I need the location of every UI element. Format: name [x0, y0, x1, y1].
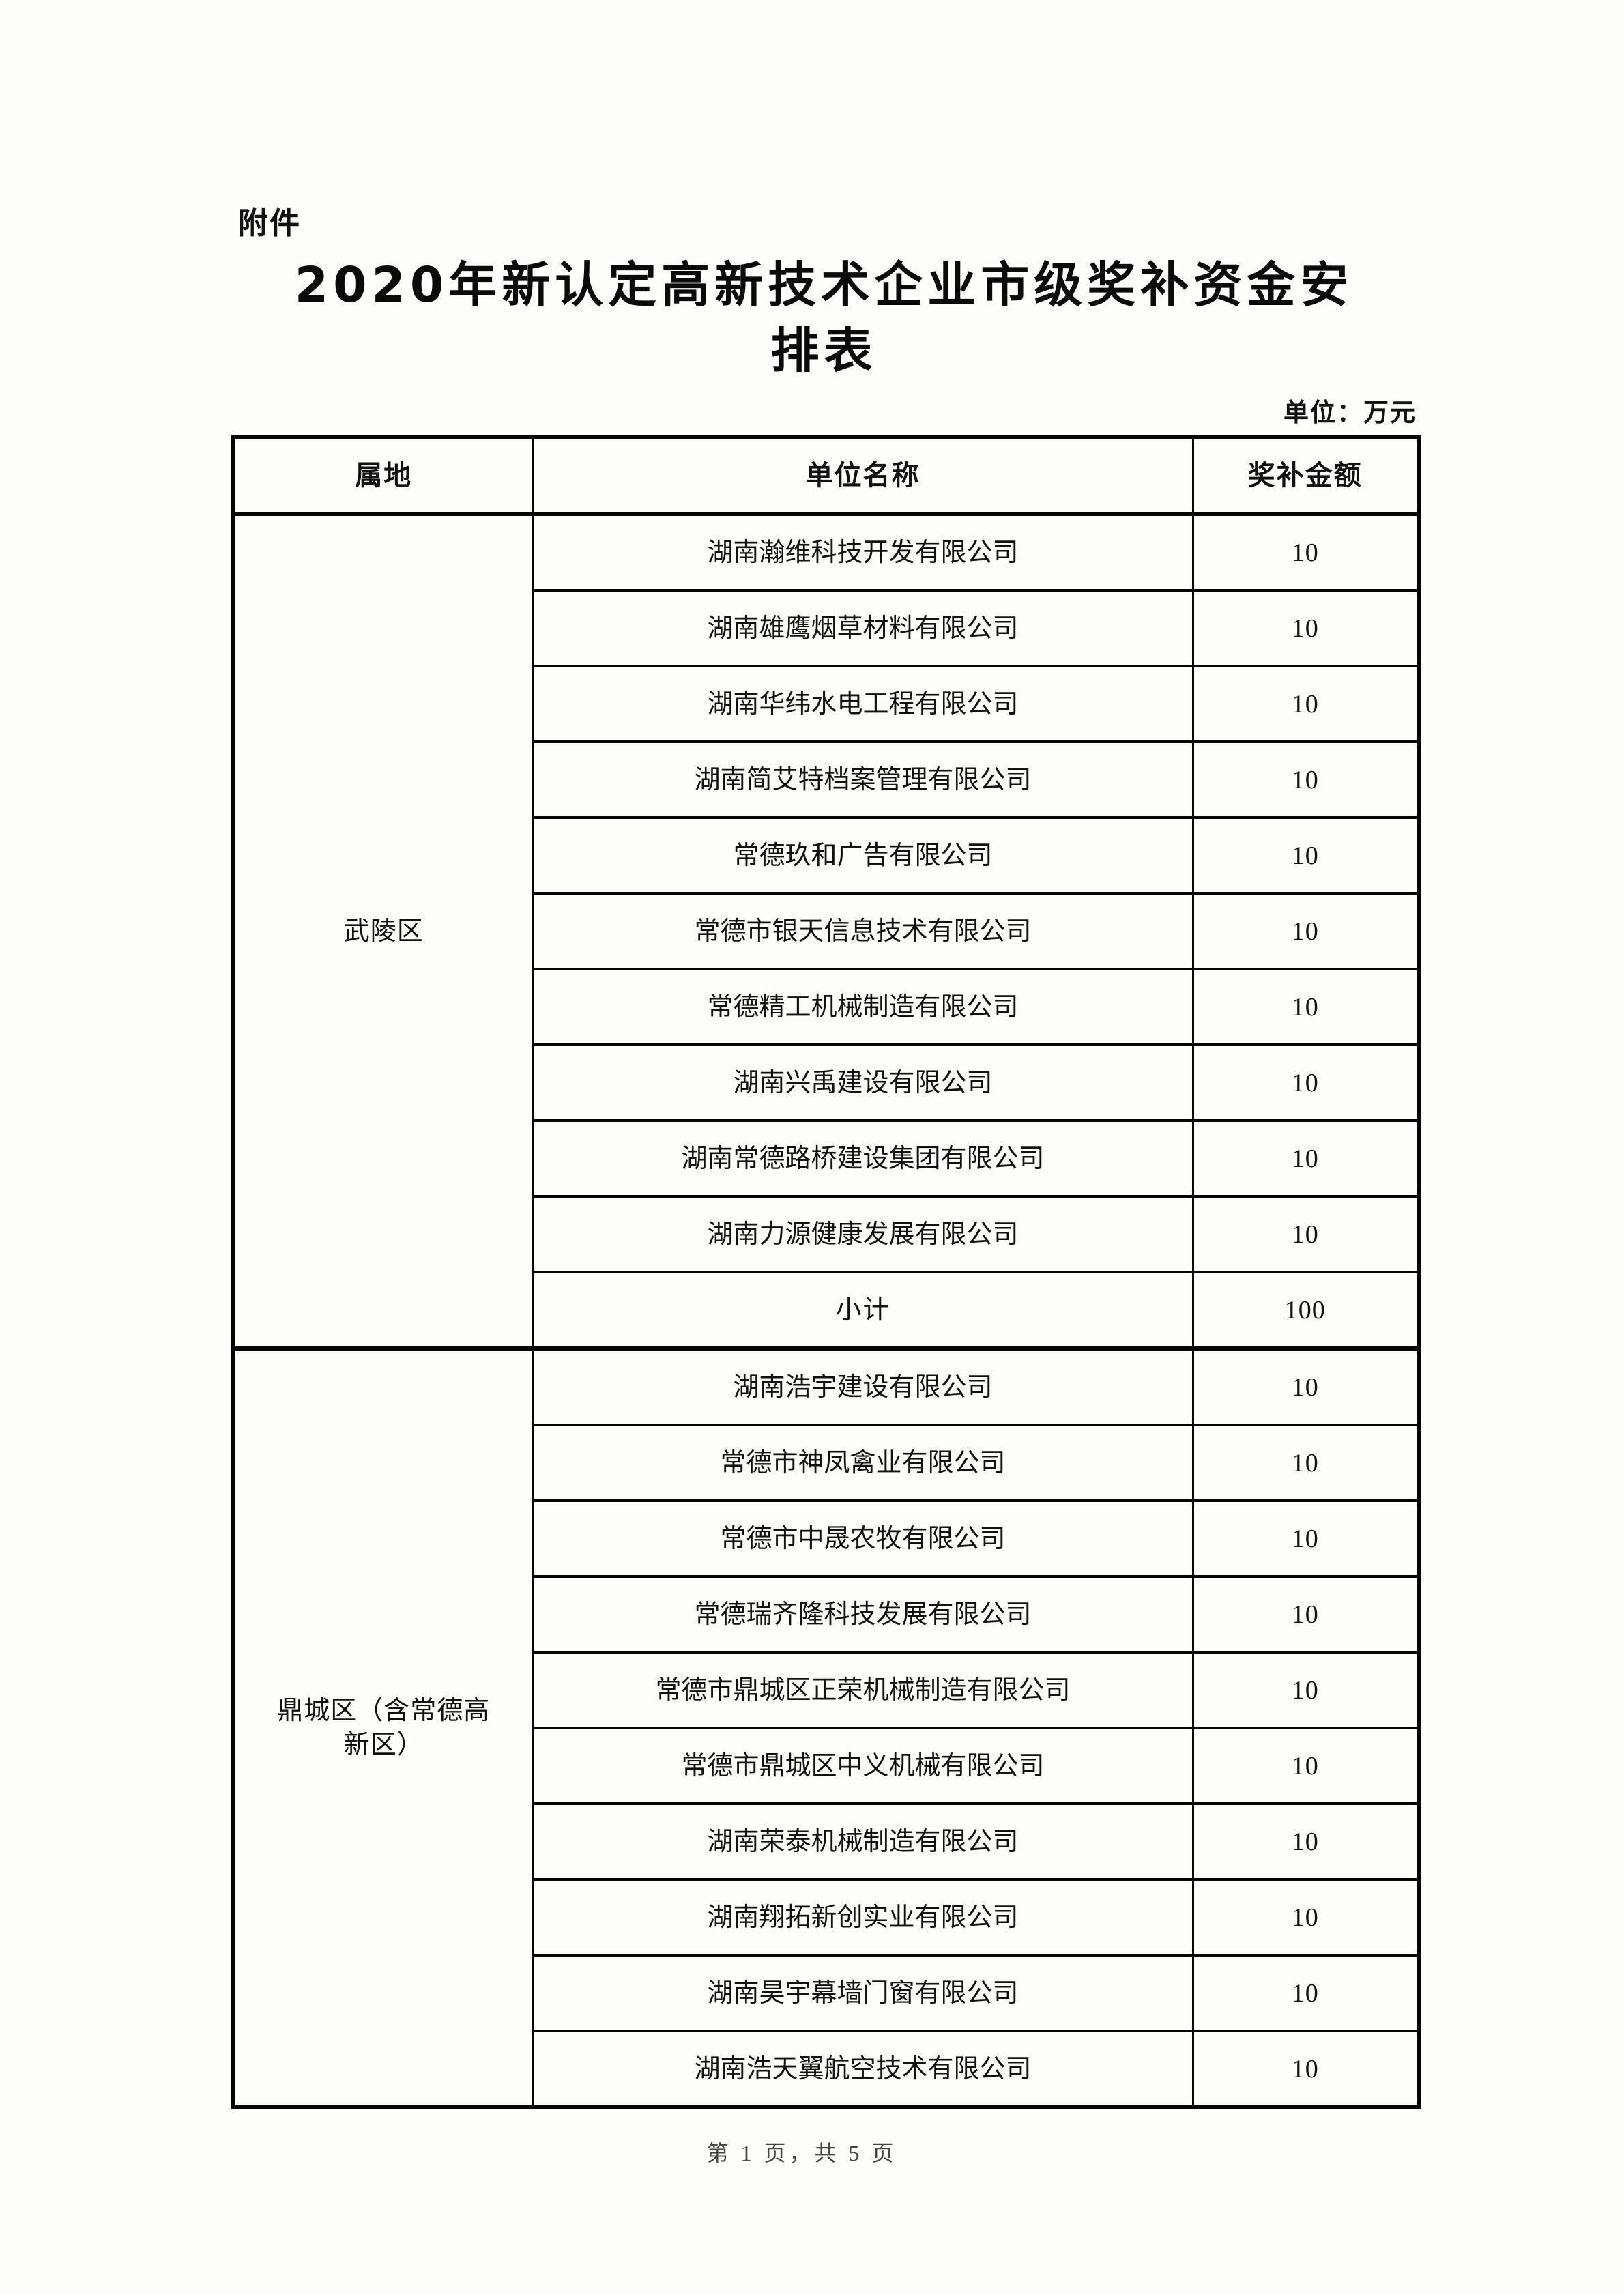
company-cell: 湖南简艾特档案管理有限公司	[532, 740, 1194, 819]
region-cell-dingcheng: 鼎城区（含常德高新区）	[232, 1346, 534, 2109]
amount-cell: 10	[1191, 740, 1420, 819]
amount-cell: 10	[1191, 968, 1420, 1046]
company-cell: 湖南兴禹建设有限公司	[532, 1043, 1194, 1122]
subtotal-label-cell: 小计	[532, 1271, 1194, 1350]
amount-cell: 10	[1191, 1575, 1420, 1654]
amount-cell: 10	[1191, 1878, 1420, 1957]
company-cell: 常德精工机械制造有限公司	[532, 968, 1194, 1046]
subtotal-amount-cell: 100	[1191, 1271, 1420, 1350]
company-cell: 湖南瀚维科技开发有限公司	[532, 513, 1194, 592]
amount-cell: 10	[1191, 1119, 1420, 1198]
page-title: 2020年新认定高新技术企业市级奖补资金安 排表	[231, 252, 1417, 384]
table-row: 湖南华纬水电工程有限公司 10	[233, 665, 1420, 743]
table-row: 鼎城区（含常德高新区） 湖南浩宇建设有限公司 10	[232, 1346, 1420, 2109]
company-cell: 湖南翔拓新创实业有限公司	[532, 1878, 1194, 1957]
page-number-footer: 第 1 页，共 5 页	[706, 2141, 897, 2165]
page-title-line1: 2020年新认定高新技术企业市级奖补资金安	[294, 257, 1354, 313]
table-row: 湖南兴禹建设有限公司 10	[233, 1043, 1420, 1122]
company-cell: 湖南荣泰机械制造有限公司	[532, 1802, 1194, 1881]
award-funds-table: 属地 单位名称 奖补金额 武陵区 湖南瀚维科技开发有限公司 10 湖南雄鹰烟草材…	[231, 435, 1421, 2109]
amount-cell: 10	[1191, 1195, 1420, 1273]
company-cell: 湖南华纬水电工程有限公司	[532, 665, 1194, 743]
header-region: 属地	[232, 435, 534, 516]
company-cell: 常德市中晟农牧有限公司	[532, 1499, 1194, 1578]
amount-cell: 10	[1191, 1043, 1420, 1122]
table-row: 常德市银天信息技术有限公司 10	[233, 892, 1420, 970]
amount-cell: 10	[1191, 589, 1420, 667]
table-row: 常德市鼎城区正荣机械制造有限公司 10	[233, 1651, 1420, 1729]
table-row: 武陵区 湖南瀚维科技开发有限公司 10	[232, 513, 1420, 1350]
table-row: 常德瑞齐隆科技发展有限公司 10	[233, 1575, 1420, 1654]
amount-cell: 10	[1191, 1651, 1420, 1729]
table-row: 常德市神凤禽业有限公司 10	[233, 1424, 1420, 1502]
company-cell: 湖南浩宇建设有限公司	[532, 1346, 1194, 1426]
table-row: 湖南雄鹰烟草材料有限公司 10	[233, 589, 1420, 667]
amount-cell: 10	[1191, 1954, 1420, 2032]
table-row: 常德市中晟农牧有限公司 10	[233, 1499, 1420, 1578]
amount-cell: 10	[1191, 892, 1420, 970]
company-cell: 常德市鼎城区正荣机械制造有限公司	[532, 1651, 1194, 1729]
amount-cell: 10	[1191, 1802, 1420, 1881]
company-cell: 常德瑞齐隆科技发展有限公司	[532, 1575, 1194, 1654]
company-cell: 常德玖和广告有限公司	[532, 816, 1194, 895]
subtotal-row: 小计 100	[233, 1271, 1420, 1350]
table-row: 湖南昊宇幕墙门窗有限公司 10	[233, 1954, 1420, 2032]
page-title-line2: 排表	[770, 322, 878, 379]
company-cell: 常德市神凤禽业有限公司	[532, 1424, 1194, 1502]
document-body: 附件 2020年新认定高新技术企业市级奖补资金安 排表 单位：万元 属地 单位名称…	[231, 205, 1421, 2109]
header-company-name: 单位名称	[532, 435, 1194, 516]
table-header-row: 属地 单位名称 奖补金额	[232, 435, 1420, 516]
table-row: 湖南力源健康发展有限公司 10	[233, 1195, 1420, 1273]
table-row: 湖南常德路桥建设集团有限公司 10	[233, 1119, 1420, 1198]
table-row: 常德精工机械制造有限公司 10	[233, 968, 1420, 1046]
amount-cell: 10	[1191, 1346, 1420, 1426]
amount-cell: 10	[1191, 2030, 1420, 2109]
amount-cell: 10	[1191, 1424, 1420, 1502]
company-cell: 湖南昊宇幕墙门窗有限公司	[532, 1954, 1194, 2032]
table-row: 湖南简艾特档案管理有限公司 10	[233, 740, 1420, 819]
table-row: 常德玖和广告有限公司 10	[233, 816, 1420, 895]
company-cell: 常德市银天信息技术有限公司	[532, 892, 1194, 970]
company-cell: 常德市鼎城区中义机械有限公司	[532, 1727, 1194, 1805]
amount-cell: 10	[1191, 1727, 1420, 1805]
table-row: 湖南翔拓新创实业有限公司 10	[233, 1878, 1420, 1957]
header-award-amount: 奖补金额	[1191, 435, 1420, 516]
amount-cell: 10	[1191, 665, 1420, 743]
company-cell: 湖南浩天翼航空技术有限公司	[532, 2030, 1194, 2109]
unit-note: 单位：万元	[1284, 399, 1417, 427]
amount-cell: 10	[1191, 816, 1420, 895]
company-cell: 湖南雄鹰烟草材料有限公司	[532, 589, 1194, 667]
table-row: 湖南荣泰机械制造有限公司 10	[233, 1802, 1420, 1881]
table-row: 常德市鼎城区中义机械有限公司 10	[233, 1727, 1420, 1805]
company-cell: 湖南力源健康发展有限公司	[532, 1195, 1194, 1273]
amount-cell: 10	[1191, 513, 1420, 592]
amount-cell: 10	[1191, 1499, 1420, 1578]
table-row: 湖南浩天翼航空技术有限公司 10	[233, 2030, 1420, 2109]
attachment-label: 附件	[238, 207, 301, 240]
company-cell: 湖南常德路桥建设集团有限公司	[532, 1119, 1194, 1198]
region-cell-wuling: 武陵区	[232, 513, 534, 1350]
